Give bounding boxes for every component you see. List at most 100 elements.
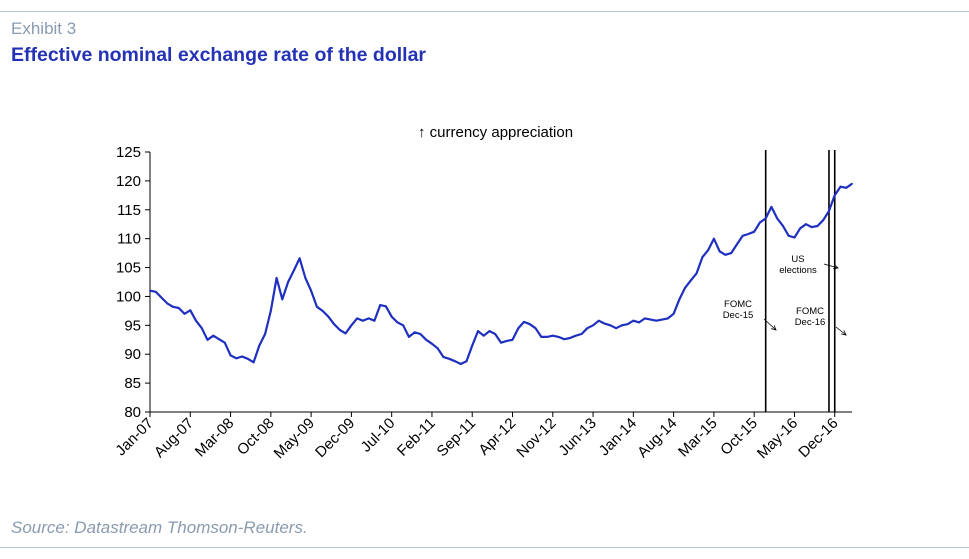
x-tick-label: Apr-12 (475, 415, 519, 459)
event-label: Dec-15 (723, 310, 754, 321)
data-point (505, 340, 508, 342)
data-point (770, 206, 773, 208)
data-point (482, 334, 485, 337)
top-rule (0, 11, 969, 12)
data-point (310, 289, 312, 292)
data-point (287, 281, 289, 283)
data-point (828, 210, 830, 212)
data-point (356, 317, 358, 320)
x-tick-label: Mar-08 (192, 415, 238, 461)
data-point (385, 305, 387, 308)
x-tick-label: Dec-16 (795, 415, 841, 461)
x-tick-label: Mar-15 (675, 415, 721, 461)
data-point (379, 304, 382, 306)
data-point (822, 219, 825, 222)
data-point (373, 319, 376, 322)
event-label: Dec-16 (795, 317, 826, 328)
data-point (293, 269, 295, 272)
data-point (488, 330, 491, 332)
x-tick-label: Jul-10 (358, 415, 399, 456)
data-point (707, 249, 709, 252)
data-point (747, 233, 750, 235)
data-point (540, 336, 543, 338)
data-point (246, 357, 249, 360)
data-point (431, 342, 433, 345)
data-point (408, 336, 410, 338)
data-point (724, 253, 727, 256)
data-point (534, 327, 537, 330)
data-point (339, 329, 341, 331)
data-point (574, 334, 577, 337)
data-point (413, 331, 416, 334)
data-point (787, 234, 790, 237)
data-point (321, 310, 324, 312)
y-tick-label: 125 (116, 144, 141, 161)
data-point (195, 319, 197, 322)
source-note: Source: Datastream Thomson-Reuters. (11, 518, 308, 537)
event-label: FOMC (724, 299, 752, 310)
data-point (149, 289, 151, 292)
event-label: FOMC (796, 306, 824, 317)
data-point (678, 298, 681, 301)
data-point (517, 327, 520, 330)
x-tick-label: Aug-14 (634, 415, 680, 461)
data-point (436, 347, 439, 350)
data-point (454, 360, 456, 363)
data-point (609, 324, 612, 327)
data-point (799, 227, 802, 230)
data-point (615, 327, 617, 330)
plot-area (149, 182, 853, 366)
x-tick-label: Jan-14 (596, 415, 640, 459)
data-point (396, 321, 399, 324)
data-point (154, 290, 157, 293)
data-point (212, 334, 215, 337)
data-point (816, 225, 819, 227)
data-point (327, 315, 330, 318)
event-arrowhead (771, 325, 777, 331)
data-point (511, 338, 514, 341)
data-point (592, 324, 594, 327)
data-point (258, 344, 261, 347)
data-point (845, 186, 848, 189)
data-point (442, 356, 445, 358)
series-line (149, 182, 853, 366)
data-point (649, 318, 652, 321)
x-tick-label: May-09 (271, 415, 318, 462)
data-point (304, 277, 307, 279)
data-point (223, 341, 226, 344)
y-tick-label: 90 (124, 346, 141, 363)
data-point (500, 341, 502, 344)
event-arrow (823, 263, 839, 269)
data-point (661, 318, 663, 321)
data-point (448, 357, 451, 360)
y-tick-label: 80 (124, 404, 141, 421)
data-point (672, 312, 675, 315)
data-point (494, 333, 497, 335)
data-point (362, 319, 364, 322)
data-point (839, 185, 842, 188)
x-tick-label: Jan-07 (112, 415, 156, 459)
data-point (713, 237, 715, 240)
data-point (459, 363, 462, 365)
data-point (632, 319, 635, 322)
data-point (367, 317, 370, 320)
data-point (477, 330, 479, 332)
data-point (166, 302, 169, 305)
data-point (172, 305, 174, 308)
data-point (569, 337, 571, 339)
event-arrow (763, 318, 777, 331)
data-point (603, 322, 606, 325)
data-point (206, 338, 209, 341)
data-point (269, 310, 272, 312)
data-point (160, 296, 163, 299)
data-point (528, 323, 531, 326)
x-tick-label: Nov-12 (513, 415, 559, 461)
data-point (275, 277, 278, 279)
data-point (252, 361, 255, 364)
data-point (402, 324, 405, 327)
data-point (316, 305, 318, 308)
data-point (776, 217, 779, 220)
data-point (833, 194, 836, 197)
data-point (177, 307, 180, 309)
data-point (551, 334, 554, 337)
